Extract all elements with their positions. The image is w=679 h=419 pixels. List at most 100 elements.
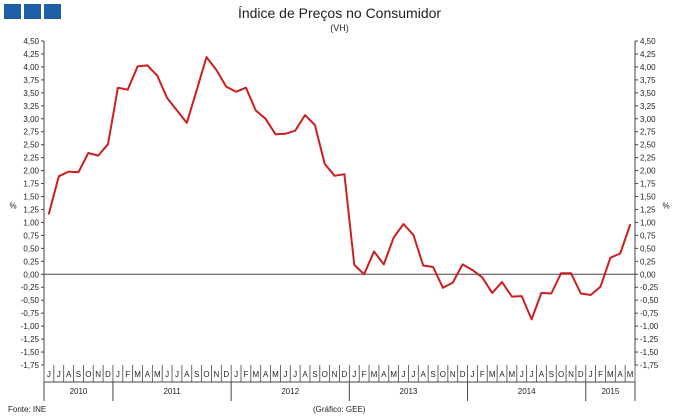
month-label: S bbox=[76, 370, 81, 379]
y-tick-label-left: 0,75 bbox=[23, 231, 39, 240]
y-tick-label-left: -1,25 bbox=[21, 335, 40, 344]
y-tick-label-left: -1,00 bbox=[21, 322, 40, 331]
month-label: A bbox=[539, 370, 545, 379]
y-tick-label-right: -1,25 bbox=[640, 335, 659, 344]
month-label: A bbox=[66, 370, 72, 379]
month-label: O bbox=[322, 370, 328, 379]
y-tick-label-right: 1,75 bbox=[640, 180, 656, 189]
y-tick-label-right: 3,25 bbox=[640, 102, 656, 111]
y-tick-label-right: -1,50 bbox=[640, 348, 659, 357]
month-label: J bbox=[293, 370, 297, 379]
month-label: D bbox=[342, 370, 348, 379]
y-tick-label-left: -0,25 bbox=[21, 283, 40, 292]
y-tick-label-right: 0,75 bbox=[640, 231, 656, 240]
logo-square-2 bbox=[24, 4, 41, 19]
month-label: J bbox=[520, 370, 524, 379]
month-label: J bbox=[470, 370, 474, 379]
year-label: 2010 bbox=[70, 387, 88, 396]
month-label: A bbox=[421, 370, 427, 379]
y-tick-label-right: 1,25 bbox=[640, 205, 656, 214]
year-label: 2014 bbox=[518, 387, 536, 396]
month-label: J bbox=[352, 370, 356, 379]
y-tick-label-left: 1,25 bbox=[23, 205, 39, 214]
chart-credit: (Gráfico: GEE) bbox=[313, 405, 366, 414]
y-tick-label-left: -0,50 bbox=[21, 296, 40, 305]
month-label: J bbox=[116, 370, 120, 379]
y-tick-label-left: 0,50 bbox=[23, 244, 39, 253]
y-tick-label-right: 3,50 bbox=[640, 89, 656, 98]
y-tick-label-right: 2,75 bbox=[640, 128, 656, 137]
month-label: M bbox=[509, 370, 516, 379]
month-label: J bbox=[530, 370, 534, 379]
month-label: A bbox=[184, 370, 190, 379]
logo bbox=[4, 4, 61, 19]
month-label: M bbox=[371, 370, 378, 379]
month-label: N bbox=[332, 370, 338, 379]
year-label: 2013 bbox=[400, 387, 418, 396]
month-label: A bbox=[263, 370, 269, 379]
y-tick-label-left: 1,50 bbox=[23, 193, 39, 202]
month-label: M bbox=[390, 370, 397, 379]
month-label: J bbox=[234, 370, 238, 379]
y-tick-label-left: 3,75 bbox=[23, 76, 39, 85]
y-tick-label-right: 4,25 bbox=[640, 50, 656, 59]
y-tick-label-left: 4,50 bbox=[23, 37, 39, 46]
year-label: 2011 bbox=[163, 387, 181, 396]
y-tick-label-right: -1,00 bbox=[640, 322, 659, 331]
month-label: A bbox=[381, 370, 387, 379]
month-label: F bbox=[243, 370, 248, 379]
month-label: D bbox=[460, 370, 466, 379]
y-tick-label-right: 1,00 bbox=[640, 218, 656, 227]
month-label: A bbox=[618, 370, 624, 379]
y-tick-label-left: 0,25 bbox=[23, 257, 39, 266]
y-tick-label-right: 4,00 bbox=[640, 63, 656, 72]
month-label: J bbox=[175, 370, 179, 379]
y-tick-label-right: -0,50 bbox=[640, 296, 659, 305]
month-label: D bbox=[223, 370, 229, 379]
month-label: A bbox=[302, 370, 308, 379]
y-axis-unit-right: % bbox=[662, 201, 669, 210]
month-label: N bbox=[450, 370, 456, 379]
y-tick-label-left: 3,50 bbox=[23, 89, 39, 98]
year-label: 2012 bbox=[281, 387, 299, 396]
y-tick-label-left: 1,75 bbox=[23, 180, 39, 189]
chart-subtitle: (VH) bbox=[330, 23, 349, 33]
month-label: M bbox=[272, 370, 279, 379]
month-label: M bbox=[134, 370, 141, 379]
month-label: S bbox=[312, 370, 317, 379]
y-tick-label-left: -1,50 bbox=[21, 348, 40, 357]
y-axis-unit-left: % bbox=[9, 201, 16, 210]
month-label: F bbox=[125, 370, 130, 379]
month-label: A bbox=[145, 370, 151, 379]
y-tick-label-left: 4,00 bbox=[23, 63, 39, 72]
month-label: O bbox=[85, 370, 91, 379]
y-tick-label-left: -0,75 bbox=[21, 309, 40, 318]
month-label: O bbox=[203, 370, 209, 379]
month-label: F bbox=[362, 370, 367, 379]
month-label: J bbox=[411, 370, 415, 379]
month-label: O bbox=[440, 370, 446, 379]
y-tick-label-left: 2,00 bbox=[23, 167, 39, 176]
y-tick-label-right: -1,75 bbox=[640, 361, 659, 370]
y-tick-label-left: 4,25 bbox=[23, 50, 39, 59]
month-label: J bbox=[402, 370, 406, 379]
month-label: J bbox=[47, 370, 51, 379]
month-label: S bbox=[549, 370, 554, 379]
y-tick-label-right: -0,75 bbox=[640, 309, 659, 318]
y-tick-label-left: 2,75 bbox=[23, 128, 39, 137]
month-label: S bbox=[194, 370, 199, 379]
y-tick-label-right: 2,00 bbox=[640, 167, 656, 176]
month-label: M bbox=[154, 370, 161, 379]
month-label: M bbox=[607, 370, 614, 379]
month-label: N bbox=[95, 370, 101, 379]
y-tick-label-left: 1,00 bbox=[23, 218, 39, 227]
y-tick-label-right: 3,75 bbox=[640, 76, 656, 85]
month-label: D bbox=[578, 370, 584, 379]
month-label: J bbox=[589, 370, 593, 379]
source-note: Fonte: INE bbox=[8, 405, 47, 414]
month-label: J bbox=[57, 370, 61, 379]
year-label: 2015 bbox=[601, 387, 619, 396]
y-tick-label-right: 0,50 bbox=[640, 244, 656, 253]
y-tick-label-right: 2,50 bbox=[640, 141, 656, 150]
